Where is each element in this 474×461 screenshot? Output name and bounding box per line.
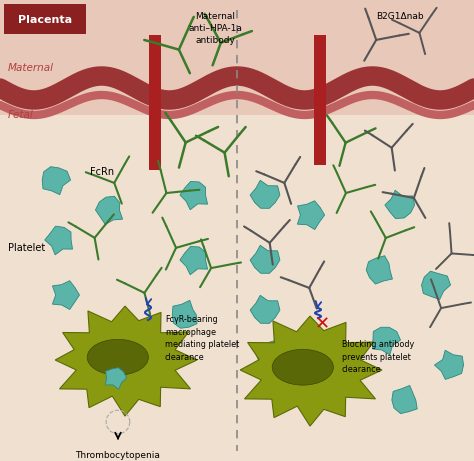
Polygon shape bbox=[250, 245, 280, 273]
Polygon shape bbox=[385, 190, 415, 219]
Polygon shape bbox=[172, 300, 197, 328]
Text: Fetal: Fetal bbox=[8, 110, 34, 120]
Polygon shape bbox=[366, 256, 392, 284]
Polygon shape bbox=[297, 201, 325, 230]
Polygon shape bbox=[180, 247, 208, 275]
Polygon shape bbox=[95, 196, 123, 225]
Ellipse shape bbox=[87, 339, 148, 375]
Polygon shape bbox=[250, 180, 280, 208]
Polygon shape bbox=[240, 316, 382, 426]
Text: B2G1Δnab: B2G1Δnab bbox=[376, 12, 424, 21]
Ellipse shape bbox=[272, 349, 333, 385]
Text: Platelet: Platelet bbox=[8, 243, 45, 253]
Text: FcγR-bearing
macrophage
mediating platelet
clearance: FcγR-bearing macrophage mediating platel… bbox=[165, 315, 239, 361]
Polygon shape bbox=[180, 182, 208, 210]
Text: ✕: ✕ bbox=[314, 315, 329, 333]
Text: Maternal: Maternal bbox=[8, 63, 54, 73]
Text: FcRn: FcRn bbox=[90, 167, 114, 177]
Bar bbox=[0, 0, 474, 115]
FancyBboxPatch shape bbox=[4, 4, 86, 34]
Bar bbox=[314, 35, 326, 165]
Text: Thrombocytopenia: Thrombocytopenia bbox=[75, 450, 160, 460]
Polygon shape bbox=[42, 167, 71, 195]
Polygon shape bbox=[392, 385, 417, 414]
Text: Maternal
anti–HPA-1a
antibody: Maternal anti–HPA-1a antibody bbox=[188, 12, 242, 45]
Polygon shape bbox=[55, 306, 197, 416]
Polygon shape bbox=[250, 296, 280, 323]
Polygon shape bbox=[256, 341, 283, 369]
Polygon shape bbox=[421, 271, 451, 300]
Polygon shape bbox=[102, 321, 130, 350]
Text: Placenta: Placenta bbox=[18, 15, 72, 25]
Polygon shape bbox=[435, 350, 464, 379]
Polygon shape bbox=[105, 367, 127, 390]
Bar bbox=[149, 35, 161, 170]
Polygon shape bbox=[373, 327, 401, 355]
Polygon shape bbox=[53, 281, 80, 309]
Text: Blocking antibody
prevents platelet
clearance: Blocking antibody prevents platelet clea… bbox=[342, 340, 414, 374]
Polygon shape bbox=[45, 226, 73, 255]
